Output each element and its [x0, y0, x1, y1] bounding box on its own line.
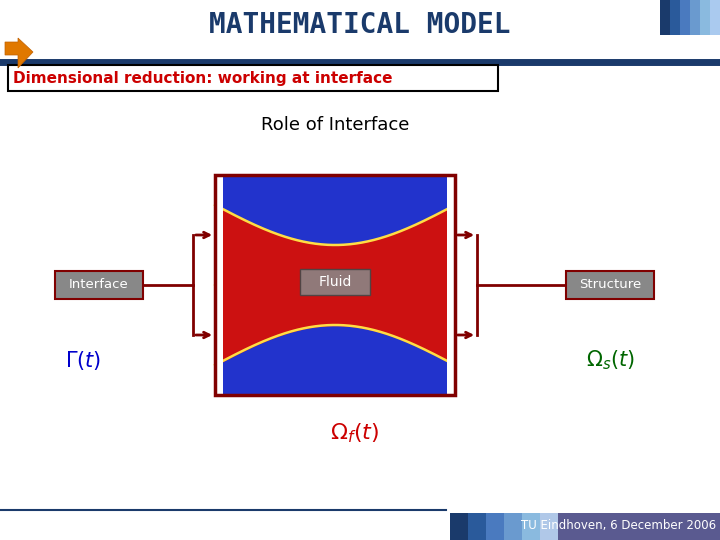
Bar — [558, 513, 720, 540]
Text: Role of Interface: Role of Interface — [261, 116, 409, 134]
Polygon shape — [215, 325, 455, 395]
Polygon shape — [215, 175, 455, 245]
Text: Fluid: Fluid — [318, 275, 351, 289]
Bar — [447, 175, 455, 395]
Bar — [660, 0, 670, 35]
Bar — [486, 513, 504, 540]
Bar — [680, 0, 690, 35]
Bar — [215, 175, 455, 395]
Bar — [566, 271, 654, 299]
Text: MATHEMATICAL MODEL: MATHEMATICAL MODEL — [210, 11, 510, 39]
Text: $\Gamma(t)$: $\Gamma(t)$ — [65, 348, 102, 372]
Bar — [504, 513, 522, 540]
Bar — [55, 271, 143, 299]
Text: Dimensional reduction: working at interface: Dimensional reduction: working at interf… — [13, 71, 392, 85]
Text: TU Eindhoven, 6 December 2006: TU Eindhoven, 6 December 2006 — [521, 519, 716, 532]
Bar — [670, 0, 680, 35]
Bar — [215, 175, 455, 395]
Text: $\Omega_s(t)$: $\Omega_s(t)$ — [586, 348, 635, 372]
Bar — [700, 0, 710, 35]
Bar — [215, 175, 223, 395]
Bar — [522, 513, 540, 540]
Bar — [540, 513, 558, 540]
Bar — [710, 0, 720, 35]
Bar — [468, 513, 486, 540]
Text: $\Omega_f(t)$: $\Omega_f(t)$ — [330, 421, 379, 445]
Bar — [8, 65, 498, 91]
Text: Structure: Structure — [579, 279, 641, 292]
Bar — [450, 513, 468, 540]
Text: Interface: Interface — [69, 279, 129, 292]
Bar — [690, 0, 700, 35]
Bar — [300, 269, 370, 295]
Bar — [215, 175, 455, 395]
Bar — [215, 175, 455, 395]
Polygon shape — [5, 38, 33, 68]
